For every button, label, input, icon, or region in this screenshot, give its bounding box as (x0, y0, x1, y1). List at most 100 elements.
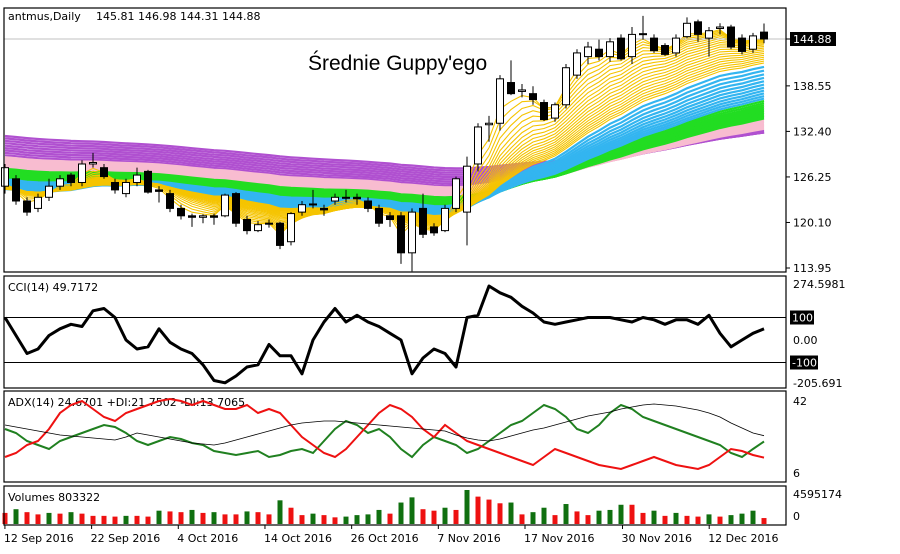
volume-bar (519, 514, 525, 524)
volume-frame (3, 485, 787, 526)
candle-body (67, 174, 75, 183)
candle (485, 115, 493, 142)
volume-bar (574, 511, 580, 524)
date-label: 12 Sep 2016 (4, 532, 74, 545)
volume-bar (607, 509, 613, 524)
volume-bar (310, 513, 316, 524)
volume-bar (596, 510, 602, 524)
price-tick-label: 126.25 (793, 171, 832, 184)
volume-bar (420, 509, 426, 524)
volume-bar (255, 512, 261, 524)
candle (254, 220, 262, 233)
volume-bar (266, 514, 272, 524)
cci-axis-label: -205.691 (793, 377, 842, 390)
volume-bar (376, 509, 382, 524)
candle (243, 215, 251, 235)
date-label: 7 Nov 2016 (437, 532, 500, 545)
candle-body (166, 193, 174, 209)
candle (298, 200, 306, 216)
candle-body (210, 215, 218, 218)
candle-body (540, 102, 548, 121)
volume-bar (552, 515, 558, 524)
symbol-label: antmus,Daily (8, 10, 81, 23)
candle (474, 123, 482, 172)
candle (397, 212, 405, 264)
candle (177, 204, 185, 220)
cci-panel[interactable]: CCI(14) 49.7172 (3, 281, 786, 385)
candle (309, 189, 317, 209)
volume-bar (629, 504, 635, 524)
volume-bar (585, 515, 591, 524)
adx-panel[interactable]: ADX(14) 24.6701 +DI:21.7502 -DI:13.7065 (4, 396, 765, 471)
candle-body (705, 30, 713, 39)
candle-body (100, 167, 108, 178)
candle (111, 178, 119, 194)
candle (89, 152, 97, 168)
candle-body (694, 21, 702, 35)
volume-bar (178, 512, 184, 524)
candle (463, 156, 471, 246)
guppy-ema-23 (4, 62, 765, 217)
candle (606, 38, 614, 62)
candle (738, 34, 746, 55)
candle (34, 193, 42, 213)
volume-bar (717, 516, 723, 524)
candle-body (760, 31, 768, 40)
volume-axis-label: 0 (793, 510, 800, 523)
volume-bar (464, 490, 470, 524)
volume-bar (706, 514, 712, 524)
date-label: 17 Nov 2016 (524, 532, 594, 545)
candle (78, 160, 86, 187)
candle-body (364, 200, 372, 209)
candle-body (199, 215, 207, 218)
candle (232, 192, 240, 227)
candle-body (529, 93, 537, 101)
candle (683, 17, 691, 39)
axes: 144.88 138.55 132.40 126.25 120.10 113.95 100 -… (3, 7, 846, 545)
adx-line (4, 403, 765, 446)
cci-line (3, 284, 765, 385)
candle (166, 189, 174, 213)
candle (518, 84, 526, 98)
price-panel[interactable]: antmus,Daily 145.81 146.98 144.31 144.88… (1, 10, 787, 272)
candle-body (309, 203, 317, 206)
candle-body (452, 178, 460, 209)
minus-di-line (4, 397, 765, 471)
volume-bar (761, 518, 767, 524)
volume-bar (101, 515, 107, 524)
candle (441, 204, 449, 233)
candle-body (397, 215, 405, 254)
candle-body (45, 185, 53, 198)
candle (727, 24, 735, 50)
volume-bar (46, 512, 52, 524)
candle (562, 64, 570, 109)
volume-bar (343, 516, 349, 524)
candle-body (89, 161, 97, 165)
candle (760, 23, 768, 44)
volume-bar (541, 507, 547, 524)
cci-level-badge (790, 355, 818, 370)
candle (287, 212, 295, 246)
candle-body (386, 215, 394, 221)
volume-bar (728, 515, 734, 524)
volume-bar (145, 516, 151, 524)
cci-level-badge (790, 310, 814, 325)
volume-bar (24, 512, 30, 524)
candle (650, 34, 658, 53)
candle-body (155, 189, 163, 192)
candle-body (474, 126, 482, 165)
candle (276, 221, 284, 250)
price-frame (3, 7, 787, 273)
candle (122, 178, 130, 198)
volume-bar (13, 509, 19, 524)
candle-body (463, 165, 471, 213)
volume-bar (68, 512, 74, 524)
candle (133, 167, 141, 187)
cci-frame (3, 275, 787, 389)
candle-body (320, 207, 328, 211)
candle-body (298, 204, 306, 213)
volume-panel[interactable]: Volumes 803322 (2, 490, 767, 524)
candle (694, 19, 702, 42)
volume-bar (563, 504, 569, 524)
